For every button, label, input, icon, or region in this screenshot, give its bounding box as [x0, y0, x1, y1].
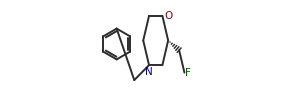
Text: F: F	[185, 68, 191, 78]
Text: O: O	[164, 11, 172, 21]
Text: N: N	[145, 67, 153, 77]
